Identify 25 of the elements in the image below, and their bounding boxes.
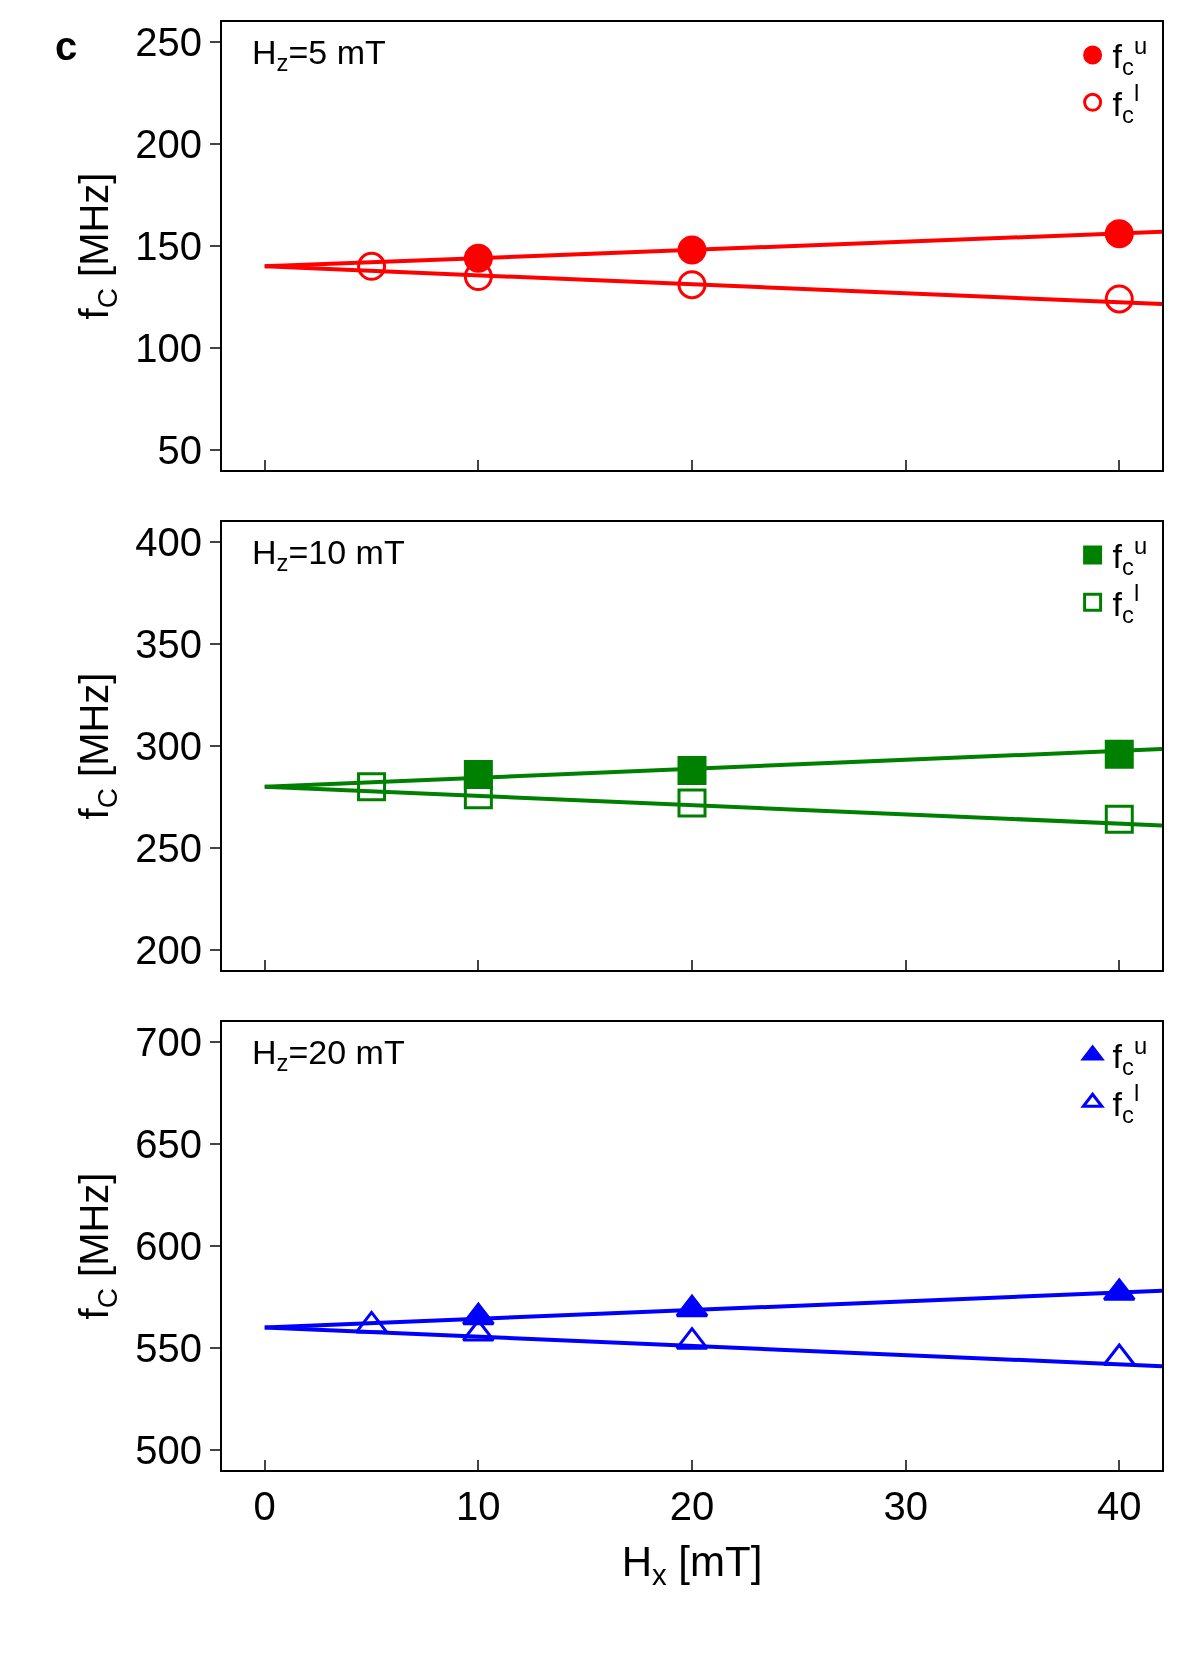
annotation: H$_{z}$=10 mT	[252, 533, 405, 577]
x-axis-title: H$_{x}$ [mT]	[621, 1538, 763, 1592]
y-tick-label: 500	[135, 1427, 202, 1472]
y-tick-label: 200	[135, 927, 202, 972]
y-tick-label: 50	[157, 427, 202, 472]
y-tick-label: 300	[135, 724, 202, 768]
y-tick-label: 600	[135, 1224, 202, 1268]
text: c	[55, 24, 78, 68]
y-tick-label: 400	[135, 520, 202, 565]
y-tick-label: 700	[135, 1020, 202, 1065]
y-tick-label: 150	[135, 224, 202, 268]
annotation: H$_{z}$=20 mT	[252, 1033, 405, 1077]
y-tick-label: 350	[135, 622, 202, 667]
y-tick-label: 200	[135, 122, 202, 167]
annotation: H$_{z}$=5 mT	[252, 33, 386, 77]
y-tick-label: 100	[135, 325, 202, 370]
x-tick-label: 10	[456, 1484, 501, 1528]
x-tick-label: 20	[669, 1484, 715, 1528]
x-tick-label: 0	[253, 1484, 276, 1528]
y-tick-label: 250	[135, 825, 202, 870]
x-tick-label: 40	[1097, 1484, 1142, 1528]
x-tick-label: 30	[883, 1484, 928, 1528]
y-tick-label: 650	[135, 1122, 202, 1167]
y-tick-label: 550	[135, 1325, 202, 1370]
y-tick-label: 250	[135, 20, 202, 65]
